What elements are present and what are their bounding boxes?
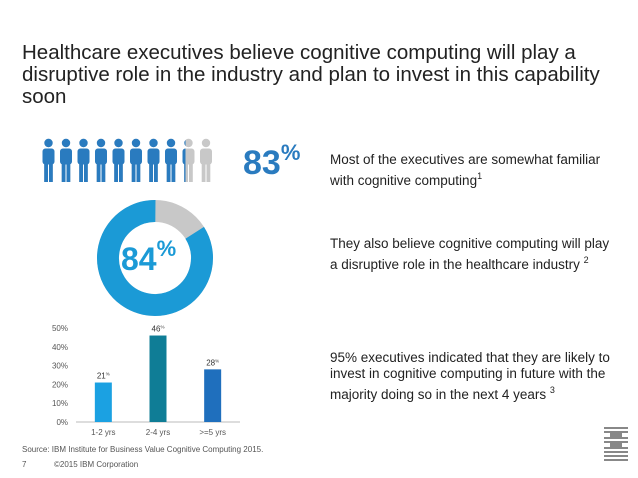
stat2-value: 84 — [121, 241, 157, 277]
statement1-text: Most of the executives are somewhat fami… — [330, 152, 601, 188]
ibm-logo — [604, 427, 628, 461]
x-tick-label: >=5 yrs — [199, 428, 226, 437]
bar-chart: 0% 10% 20% 30% 40% 50% 21% 1-2 yrs 46% 2-4 yrs 28%… — [52, 324, 240, 437]
statement-disruptive: They also believe cognitive computing wi… — [330, 236, 610, 273]
y-tick-label: 50% — [52, 324, 68, 333]
source-note: Source: IBM Institute for Business Value… — [22, 445, 264, 454]
bar — [149, 335, 167, 422]
y-tick-label: 10% — [52, 399, 68, 408]
statement2-text: They also believe cognitive computing wi… — [330, 236, 610, 272]
person-icon — [182, 138, 195, 182]
person-icon — [130, 138, 142, 182]
statement1-note: 1 — [477, 171, 483, 181]
person-icon — [77, 138, 90, 182]
people-pictogram — [42, 138, 212, 182]
stat1-unit: % — [280, 140, 301, 165]
person-icon — [200, 138, 212, 182]
copyright: ©2015 IBM Corporation — [54, 460, 139, 469]
person-icon — [60, 138, 72, 182]
stat-84-percent: 84% — [121, 236, 176, 278]
title-line-2: disruptive role in the industry and plan… — [22, 63, 600, 108]
title-line-1: Healthcare executives believe cognitive … — [22, 41, 576, 64]
bar — [94, 382, 112, 422]
bar-value-label: 21% — [97, 372, 110, 381]
stat2-unit: % — [156, 236, 177, 261]
bar-value-label: 28% — [206, 358, 219, 367]
person-icon — [165, 138, 177, 182]
donut-chart — [97, 200, 213, 316]
statement3-note: 3 — [549, 385, 555, 395]
slide-title: Healthcare executives believe cognitive … — [22, 42, 622, 108]
y-tick-label: 0% — [56, 418, 68, 427]
stat-83-percent: 83% — [243, 140, 300, 183]
x-tick-label: 1-2 yrs — [91, 428, 115, 437]
stat1-value: 83 — [243, 144, 281, 182]
page-number: 7 — [22, 460, 27, 469]
y-tick-label: 20% — [52, 380, 68, 389]
bar-value-label: 46% — [152, 325, 165, 334]
statement2-note: 2 — [583, 255, 589, 265]
person-icon — [95, 138, 107, 182]
person-icon — [42, 138, 55, 182]
person-icon — [147, 138, 160, 182]
person-icon — [112, 138, 125, 182]
statement3-text: 95% executives indicated that they are l… — [330, 350, 610, 402]
bar — [204, 369, 222, 422]
x-tick-label: 2-4 yrs — [146, 428, 170, 437]
donut-segment — [97, 200, 213, 316]
y-tick-label: 40% — [52, 343, 68, 352]
statement-invest: 95% executives indicated that they are l… — [330, 350, 620, 403]
statement-familiar: Most of the executives are somewhat fami… — [330, 152, 620, 189]
y-tick-label: 30% — [52, 362, 68, 371]
